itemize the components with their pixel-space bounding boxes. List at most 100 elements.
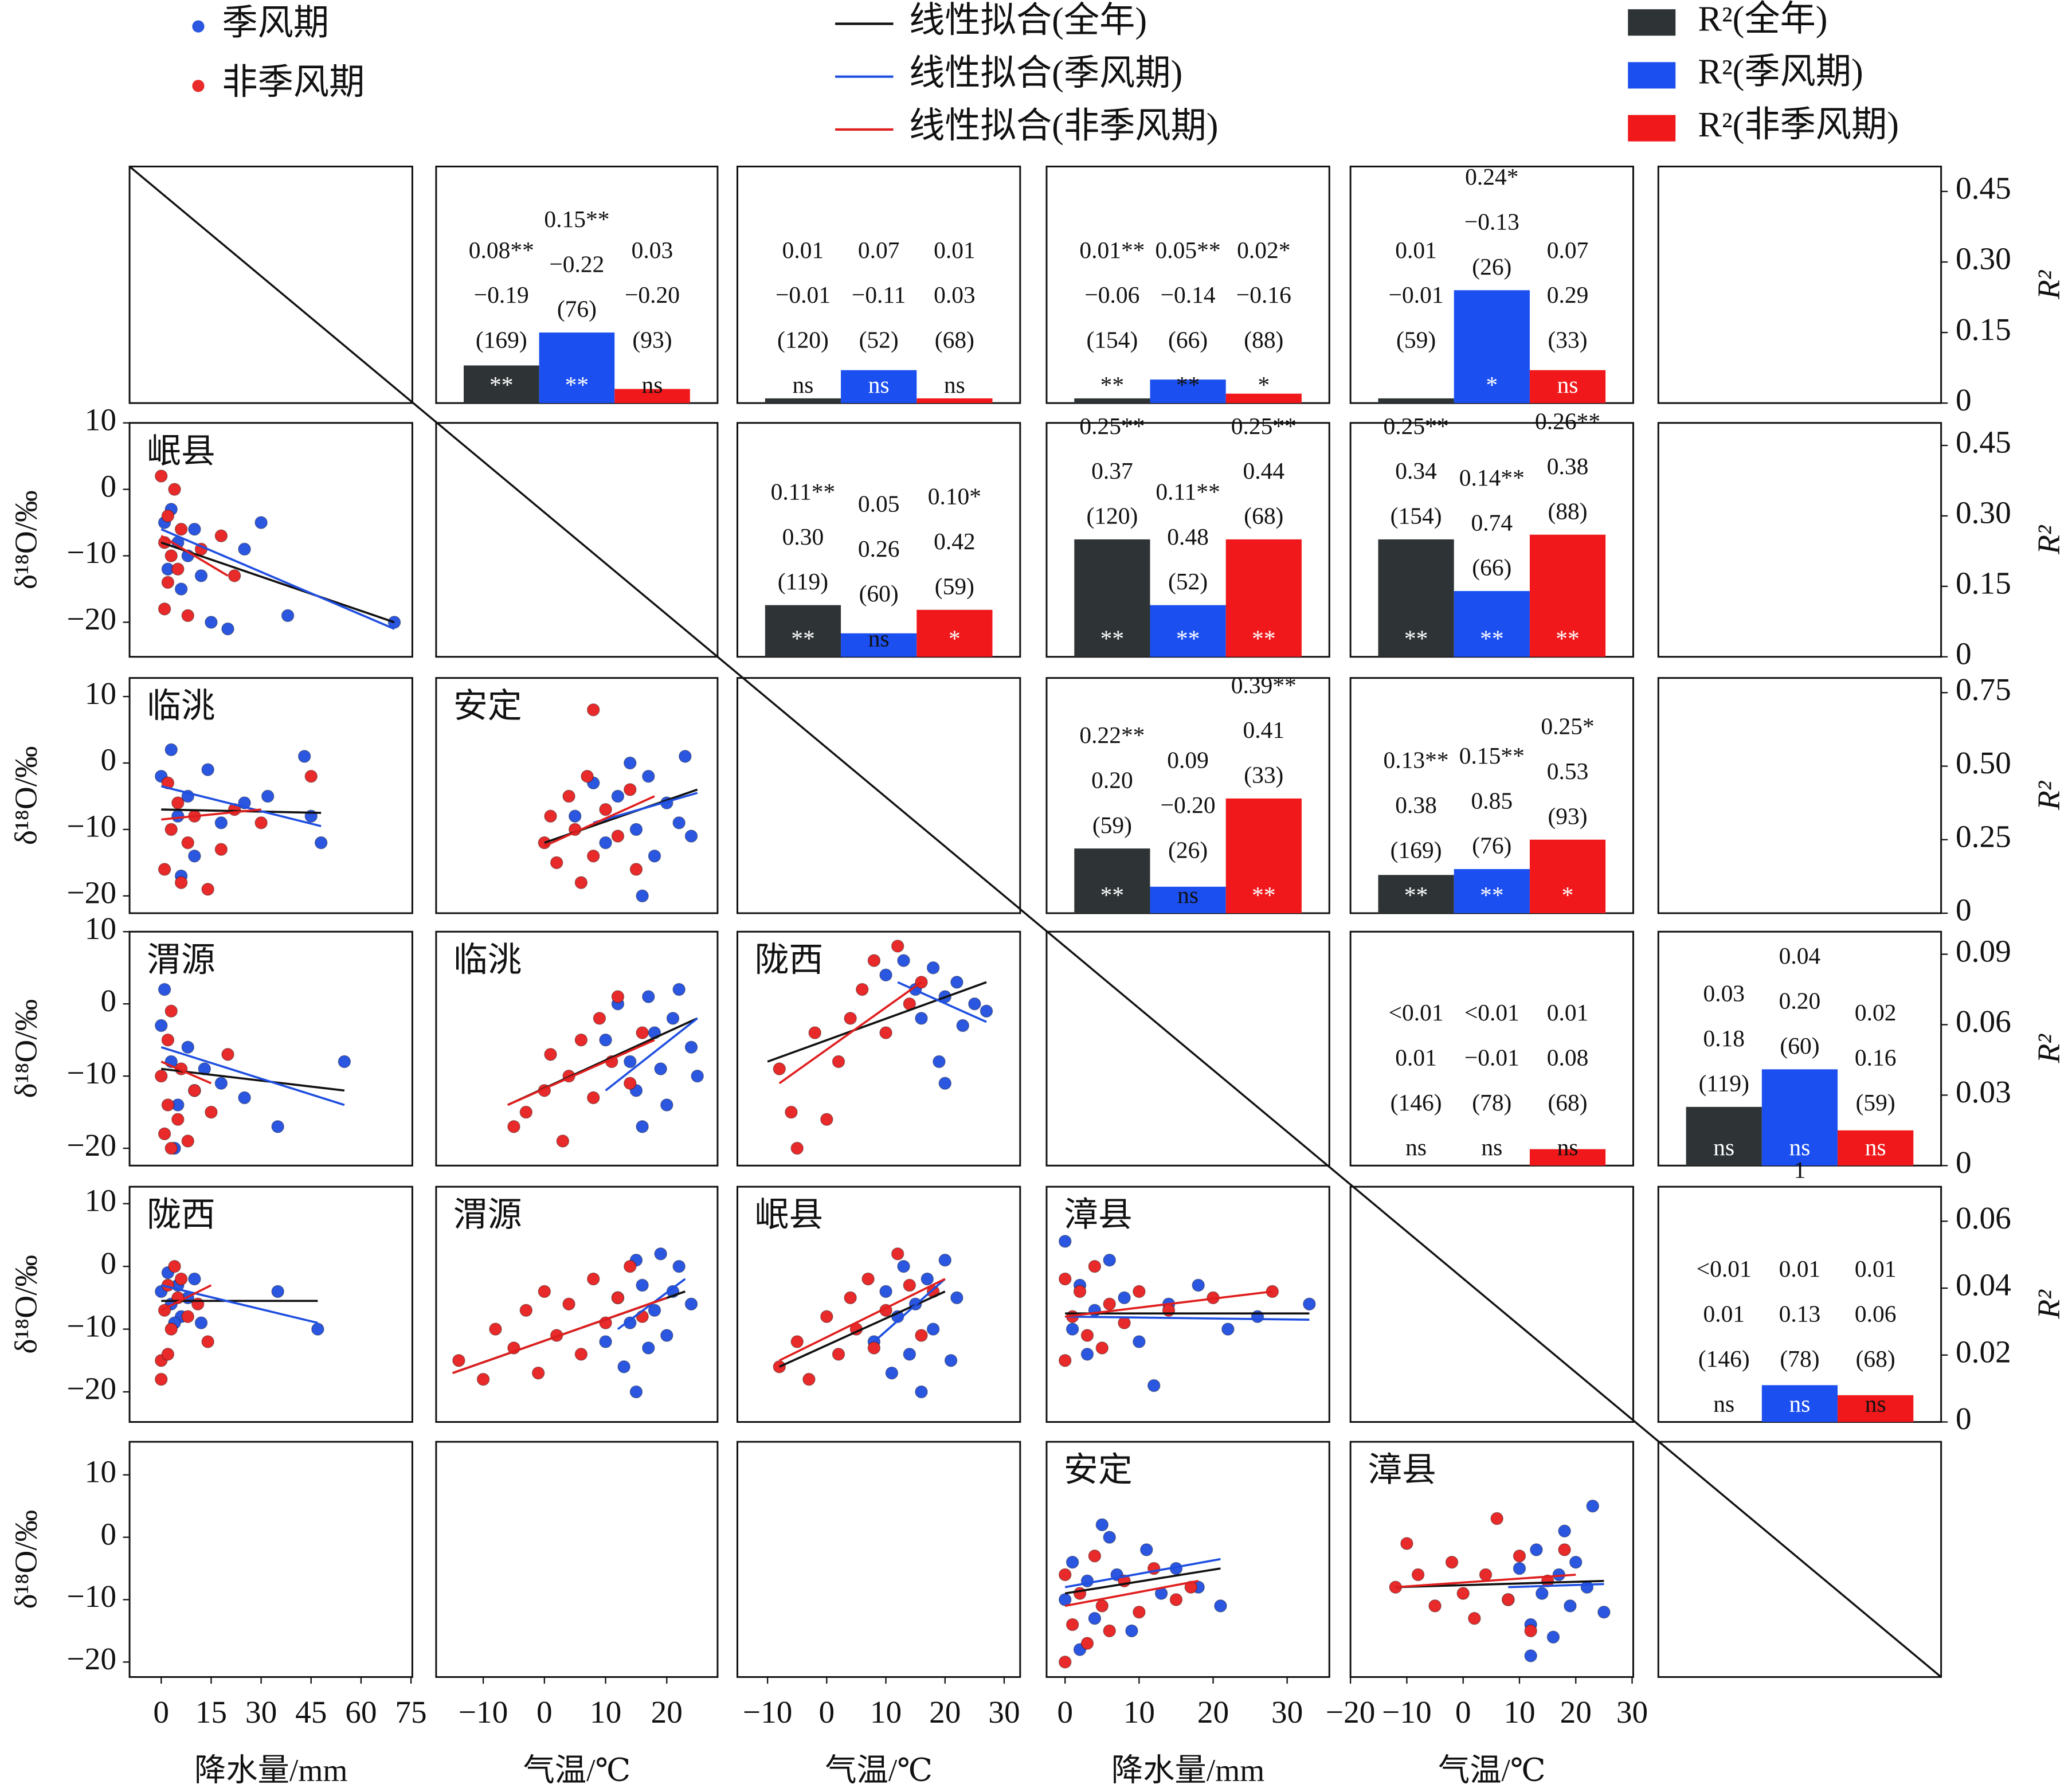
y-tick-label: 0 — [100, 1516, 116, 1551]
scatter-point — [164, 1323, 178, 1336]
scatter-point — [808, 1026, 821, 1039]
station-label: 陇西 — [147, 1196, 216, 1234]
panel-frame — [128, 930, 413, 1167]
significance-label: ns — [868, 371, 890, 398]
panel-frame — [435, 1185, 719, 1423]
count-label: (59) — [1396, 327, 1436, 354]
bar — [1838, 1130, 1914, 1166]
scatter-point — [956, 1019, 970, 1032]
significance-label: ** — [1252, 882, 1275, 908]
scatter-point — [629, 1385, 643, 1399]
scatter-point — [623, 756, 637, 770]
count-label: (119) — [778, 568, 828, 595]
scatter-point — [672, 1259, 686, 1273]
scatter-point — [885, 1366, 899, 1380]
scatter-point — [802, 1372, 816, 1386]
x-tick-label: 60 — [345, 1695, 377, 1730]
fit-line — [452, 1297, 667, 1374]
panel-frame — [1045, 930, 1330, 1167]
scatter-point — [684, 830, 698, 843]
significance-label: ns — [793, 371, 814, 398]
scatter-point — [773, 1360, 786, 1374]
scatter-point — [926, 961, 940, 975]
legend-swatch — [1628, 115, 1676, 142]
scatter-point — [158, 983, 171, 996]
r2-tick-label: 0.03 — [1956, 1074, 2011, 1109]
scatter-point — [1564, 1599, 1577, 1613]
x-tick-label: 30 — [245, 1695, 277, 1730]
panel-frame — [435, 1441, 719, 1678]
scatter-point — [1468, 1611, 1481, 1625]
scatter-point — [1103, 1297, 1117, 1311]
x-tick-label: 10 — [870, 1695, 902, 1730]
value-label: 0.05 — [858, 490, 900, 517]
scatter-point — [188, 1084, 201, 1097]
value-label: 0.01 — [1779, 1255, 1821, 1282]
fit-line — [1508, 1583, 1604, 1588]
bar — [1150, 886, 1226, 913]
value-label: 0.01 — [1855, 1255, 1897, 1282]
scatter-point — [581, 769, 594, 783]
x-tick-label: 0 — [153, 1695, 169, 1730]
slope-label: 0.01 — [1395, 1044, 1437, 1070]
scatter-point — [636, 1120, 649, 1133]
r2-tick-label: 0.02 — [1956, 1334, 2011, 1369]
count-label: (59) — [935, 573, 974, 600]
significance-label: * — [1258, 371, 1270, 398]
scatter-point — [174, 582, 188, 596]
r2-tick-label: 0 — [1956, 1145, 1972, 1180]
scatter-point — [562, 789, 575, 803]
scatter-point — [544, 809, 557, 823]
fit-line — [544, 795, 655, 847]
scatter-point — [832, 1055, 845, 1069]
slope-label: −0.20 — [625, 281, 680, 308]
scatter-point — [623, 1077, 637, 1090]
y-tick-label: 10 — [85, 676, 116, 711]
count-label: (88) — [1244, 327, 1283, 354]
count-label: (59) — [1092, 812, 1132, 839]
scatter-point — [1133, 1285, 1146, 1298]
r2-tick-label: 0.75 — [1956, 672, 2011, 707]
significance-label: ** — [1100, 625, 1124, 652]
scatter-point — [1558, 1524, 1571, 1538]
panel-frame — [435, 930, 719, 1167]
r2-tick-label: 0.06 — [1956, 1004, 2011, 1039]
station-label: 渭源 — [453, 1196, 522, 1234]
scatter-point — [790, 1335, 804, 1348]
x-tick-label: 10 — [590, 1695, 621, 1730]
scatter-point — [933, 1055, 946, 1069]
scatter-point — [1597, 1605, 1611, 1619]
slope-label: 0.42 — [934, 528, 976, 554]
x-tick-label: 30 — [1271, 1695, 1303, 1730]
slope-label: 0.53 — [1547, 758, 1589, 784]
scatter-point — [1513, 1562, 1526, 1575]
value-label: 0.15** — [544, 206, 609, 232]
significance-label: ns — [1481, 1134, 1502, 1160]
scatter-point — [820, 1113, 833, 1126]
panel-frame — [128, 422, 413, 658]
scatter-point — [586, 703, 600, 717]
legend-label: 线性拟合(全年) — [909, 1, 1147, 40]
significance-label: ** — [1100, 371, 1124, 398]
scatter-point — [897, 954, 910, 967]
scatter-point — [691, 1069, 704, 1083]
significance-label: * — [949, 625, 961, 652]
scatter-point — [879, 1026, 892, 1039]
panel-frame — [1349, 1441, 1634, 1678]
r2-tick-label: 0.15 — [1956, 566, 2011, 601]
significance-label: ** — [1176, 625, 1200, 652]
count-label: (120) — [1086, 503, 1138, 530]
slope-label: −0.22 — [549, 251, 604, 277]
slope-label: −0.01 — [1464, 1044, 1519, 1070]
fit-line — [160, 1061, 212, 1085]
scatter-point — [1058, 1235, 1072, 1248]
scatter-point — [915, 1012, 928, 1025]
r2-tick-label: 0.25 — [1956, 819, 2011, 854]
scatter-point — [1580, 1580, 1594, 1594]
bar — [1150, 379, 1226, 404]
scatter-point — [938, 1253, 952, 1267]
scatter-point — [158, 602, 171, 616]
r2-axis-label: R² — [2031, 269, 2066, 300]
r2-tick-label: 0 — [1956, 1401, 1972, 1436]
scatter-point — [1524, 1624, 1537, 1638]
